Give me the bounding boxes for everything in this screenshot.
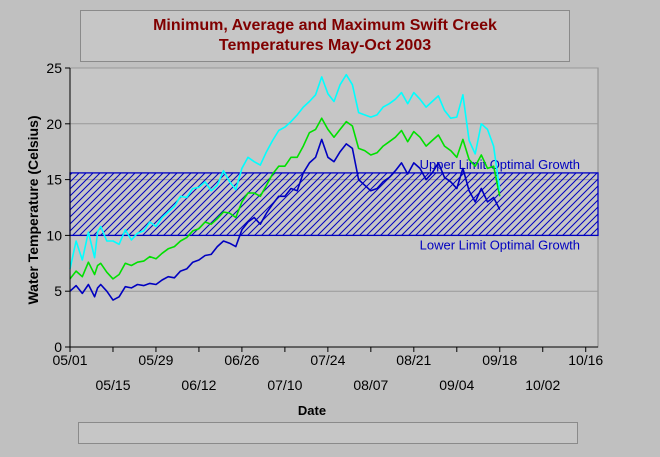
x-tick-label: 09/18 bbox=[482, 352, 517, 368]
y-tick-label: 15 bbox=[46, 172, 62, 188]
optimal-growth-band-rect bbox=[69, 172, 599, 237]
y-tick-labels: 0 5 10 15 20 25 bbox=[46, 60, 70, 355]
series-line-minimum bbox=[69, 138, 501, 301]
y-tick-label: 20 bbox=[46, 116, 62, 132]
lower-limit-label: Lower Limit Optimal Growth bbox=[420, 237, 580, 252]
y-tick-label: 5 bbox=[54, 283, 62, 299]
chart-title-line-2: Temperatures May-Oct 2003 bbox=[218, 37, 432, 54]
x-tick-label: 06/12 bbox=[181, 377, 216, 393]
x-tick-label: 05/29 bbox=[138, 352, 173, 368]
x-tick-label: 08/21 bbox=[396, 352, 431, 368]
x-tick-label: 07/24 bbox=[310, 352, 345, 368]
upper-limit-label: Upper Limit Optimal Growth bbox=[420, 157, 580, 172]
series-line-average bbox=[69, 117, 501, 280]
series-line-maximum bbox=[69, 73, 501, 270]
x-tick-label: 09/04 bbox=[439, 377, 474, 393]
x-tick-label: 10/02 bbox=[525, 377, 560, 393]
y-tick-label: 0 bbox=[54, 339, 62, 355]
chart-title-line-1: Minimum, Average and Maximum Swift Creek bbox=[153, 17, 497, 34]
x-axis-label: Date bbox=[298, 403, 326, 418]
x-tick-label: 05/01 bbox=[52, 352, 87, 368]
x-tick-label: 07/10 bbox=[267, 377, 302, 393]
y-tick-label: 25 bbox=[46, 60, 62, 76]
chart-title-box: Minimum, Average and Maximum Swift Creek… bbox=[80, 10, 570, 62]
x-tick-labels: 05/01 05/29 06/26 07/24 08/21 09/18 10/16 05/15… bbox=[52, 347, 603, 393]
legend-box bbox=[78, 422, 578, 444]
y-tick-label: 10 bbox=[46, 227, 62, 243]
y-axis-label: Water Temperature (Celsius) bbox=[25, 115, 41, 304]
series-layer bbox=[69, 73, 501, 301]
x-tick-label: 08/07 bbox=[353, 377, 388, 393]
axes bbox=[69, 68, 598, 348]
x-tick-label: 05/15 bbox=[95, 377, 130, 393]
x-tick-label: 10/16 bbox=[568, 352, 603, 368]
x-tick-label: 06/26 bbox=[224, 352, 259, 368]
